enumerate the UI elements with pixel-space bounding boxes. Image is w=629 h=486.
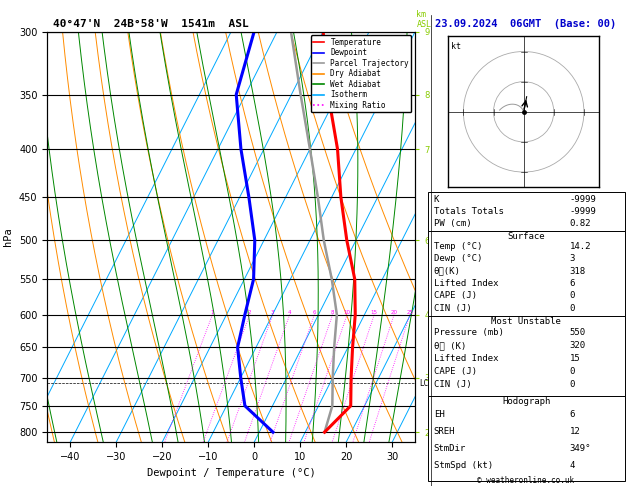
Text: 8: 8 [331, 310, 335, 314]
Text: 25: 25 [406, 310, 413, 314]
Text: -9999: -9999 [569, 195, 596, 204]
Text: CAPE (J): CAPE (J) [433, 367, 477, 376]
Text: θᴇ(K): θᴇ(K) [433, 267, 460, 276]
Text: 3: 3 [271, 310, 274, 314]
Text: 0: 0 [569, 380, 575, 389]
Text: 349°: 349° [569, 444, 591, 453]
Text: CIN (J): CIN (J) [433, 304, 471, 312]
Text: K: K [433, 195, 439, 204]
Text: 10: 10 [343, 310, 350, 314]
Text: 4: 4 [569, 461, 575, 470]
Text: 6: 6 [313, 310, 316, 314]
Text: 14.2: 14.2 [569, 242, 591, 251]
Text: 6: 6 [569, 279, 575, 288]
Text: 23.09.2024  06GMT  (Base: 00): 23.09.2024 06GMT (Base: 00) [435, 19, 616, 29]
Text: Most Unstable: Most Unstable [491, 317, 561, 327]
Text: Pressure (mb): Pressure (mb) [433, 328, 503, 337]
Text: 320: 320 [569, 341, 586, 350]
Text: 0: 0 [569, 291, 575, 300]
Y-axis label: hPa: hPa [3, 227, 13, 246]
Text: kt: kt [452, 42, 461, 52]
Text: Lifted Index: Lifted Index [433, 354, 498, 363]
Text: 0.82: 0.82 [569, 219, 591, 228]
Legend: Temperature, Dewpoint, Parcel Trajectory, Dry Adiabat, Wet Adiabat, Isotherm, Mi: Temperature, Dewpoint, Parcel Trajectory… [311, 35, 411, 112]
Text: EH: EH [433, 410, 444, 419]
Text: 3: 3 [569, 254, 575, 263]
Text: SREH: SREH [433, 427, 455, 436]
Text: 20: 20 [391, 310, 398, 314]
X-axis label: Dewpoint / Temperature (°C): Dewpoint / Temperature (°C) [147, 468, 316, 478]
Text: 0: 0 [569, 304, 575, 312]
Text: CIN (J): CIN (J) [433, 380, 471, 389]
Text: 318: 318 [569, 267, 586, 276]
Text: km
ASL: km ASL [416, 10, 431, 29]
Text: 6: 6 [569, 410, 575, 419]
Text: 550: 550 [569, 328, 586, 337]
Text: 15: 15 [569, 354, 580, 363]
Text: Dewp (°C): Dewp (°C) [433, 254, 482, 263]
Text: 1: 1 [211, 310, 214, 314]
Text: Temp (°C): Temp (°C) [433, 242, 482, 251]
Text: 2: 2 [248, 310, 252, 314]
Text: CAPE (J): CAPE (J) [433, 291, 477, 300]
Text: 0: 0 [569, 367, 575, 376]
Text: Totals Totals: Totals Totals [433, 207, 503, 216]
Text: Surface: Surface [508, 232, 545, 242]
Text: θᴇ (K): θᴇ (K) [433, 341, 466, 350]
Text: 40°47'N  24B°58'W  1541m  ASL: 40°47'N 24B°58'W 1541m ASL [53, 19, 249, 29]
Text: 4: 4 [288, 310, 291, 314]
Text: PW (cm): PW (cm) [433, 219, 471, 228]
Text: StmDir: StmDir [433, 444, 466, 453]
Text: Hodograph: Hodograph [502, 398, 550, 406]
Text: 12: 12 [569, 427, 580, 436]
Text: StmSpd (kt): StmSpd (kt) [433, 461, 493, 470]
Text: Lifted Index: Lifted Index [433, 279, 498, 288]
Text: 15: 15 [370, 310, 377, 314]
Text: -9999: -9999 [569, 207, 596, 216]
Text: LCL: LCL [420, 379, 433, 388]
Text: © weatheronline.co.uk: © weatheronline.co.uk [477, 476, 574, 485]
